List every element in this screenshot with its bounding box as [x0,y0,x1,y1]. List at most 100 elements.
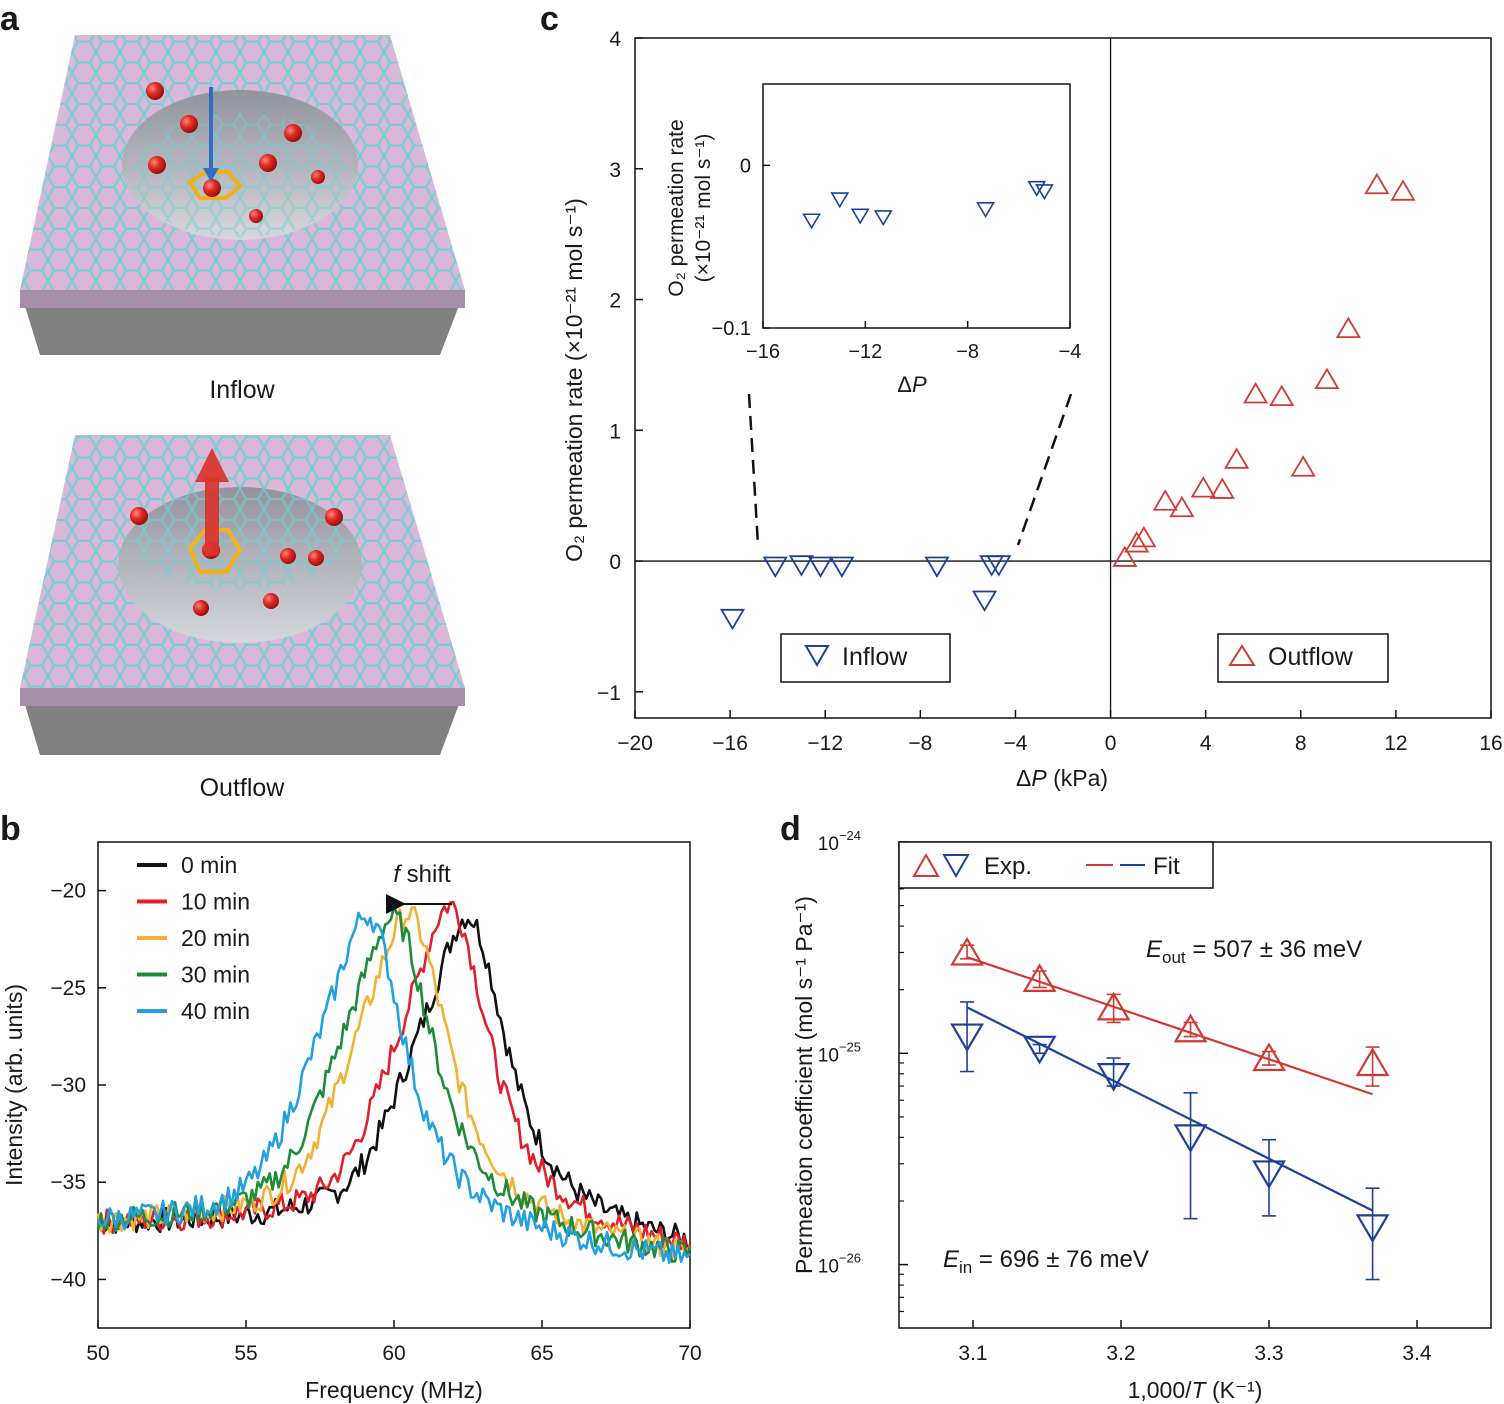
inset-y-tick-label: −0.1 [712,318,751,340]
chart-b: 50 55 60 65 70 −20 −25 −30 −35 −40 Frequency (MHz… [1,841,702,1403]
x-tick-label: 4 [1200,732,1212,755]
eout-e: E [1146,936,1163,963]
x-tick-label: 8 [1295,732,1307,755]
chart-d-legend: Exp. Fit [898,841,1214,889]
o2-molecule [203,179,221,197]
y-tick-exponent: −25 [839,1039,861,1054]
outflow-arrow-head [195,448,229,482]
x-tick-label: −12 [807,732,843,755]
o2-molecule [325,508,343,526]
chart-c-points [719,172,1416,631]
inset-xlabel-pre: Δ [897,372,912,397]
data-point-outflow [1314,367,1340,390]
inflow-legend-label: Inflow [842,643,908,671]
f-shift-italic: f [393,861,402,888]
x-tick-label: 3.2 [1106,1342,1135,1365]
y-tick-label: −40 [50,1268,86,1291]
chart-d-ylabel: Permeation coefficient (mol s⁻¹ Pa⁻¹) [791,896,817,1274]
ein-value: = 696 ± 76 meV [972,1246,1149,1273]
data-point-outflow [1152,489,1178,511]
outflow-legend-box: Outflow [1217,633,1389,683]
legend-label: 0 min [181,852,237,878]
data-point-outflow [1290,455,1316,477]
inset-data-point [830,192,850,209]
chart-b-frame [97,841,691,1329]
f-shift-annotation: f shift [393,861,451,888]
o2-molecule [148,156,166,174]
inset-points [802,180,1054,230]
x-tick-label: −4 [1003,732,1027,755]
chart-d-xlabel: 1,000/T (K⁻¹) [1128,1377,1263,1403]
inset-guide-left [747,393,760,546]
data-point-inflow [971,590,998,612]
outflow-legend-marker [1228,644,1256,666]
data-point-inflow [924,556,950,578]
x-tick-label: −16 [712,732,748,755]
chart-c-xlabel-italic: P [1031,765,1047,791]
x-tick-label: 65 [530,1342,553,1365]
inset-xlabel: ΔP [897,372,927,397]
data-point-outflow [1096,991,1131,1021]
y-tick-label: 3 [609,159,621,182]
data-point-outflow [1190,476,1216,498]
y-tick-label: 4 [609,28,621,51]
inflow-caption: Inflow [209,376,275,404]
y-tick-mantissa: 10 [818,1257,839,1278]
legend-exp-label: Exp. [984,853,1032,880]
o2-molecule [280,548,296,564]
chart-c-inset: −16 −12 −8 −4 0 −0.1 ΔP O₂ permeation rate (×… [665,83,1082,397]
chart-b-xlabel: Frequency (MHz) [305,1377,483,1403]
inset-guide-right [1016,393,1073,546]
series-line-40-min [96,911,691,1264]
inflow-arrow-head [203,168,219,182]
chart-d-xlabel-post: (K⁻¹) [1206,1377,1263,1403]
inset-ylabel-line2: (×10⁻²¹ mol s⁻¹) [692,134,715,283]
panel-letter-a: a [0,0,20,38]
data-point-inflow [788,555,815,577]
outflow-arrow [205,478,219,556]
x-tick-label: −20 [617,732,653,755]
x-tick-label: 50 [86,1342,109,1365]
legend-up-marker [912,852,940,877]
eout-sub: out [1162,948,1186,967]
inflow-schematic [20,35,465,355]
ein-sub: in [959,1258,972,1277]
data-point-outflow [1269,384,1295,407]
data-point-outflow [1169,495,1195,518]
data-point-outflow [1252,1042,1286,1072]
data-point-inflow [950,1023,985,1053]
chart-c-frame [634,37,1492,719]
o2-molecule [259,154,277,172]
inflow-legend-box: Inflow [780,633,951,683]
inset-ylabel-line1: O₂ permeation rate [665,119,688,296]
data-point-outflow [1173,1013,1208,1043]
substrate-layer [20,290,465,308]
data-point-outflow [1243,382,1269,404]
ein-e: E [943,1246,960,1273]
x-tick-label: 16 [1479,732,1502,755]
data-point-inflow [829,556,855,578]
legend-label: 20 min [181,925,250,951]
inset-data-point [976,202,995,219]
data-point-outflow [1124,531,1150,553]
panel-letter-d: d [780,810,801,848]
data-point-outflow [1224,447,1250,469]
y-tick-mantissa: 10 [818,1045,839,1066]
legend-fit-label: Fit [1153,853,1180,880]
inset-frame [762,83,1071,329]
data-point-inflow [979,555,1005,577]
data-point-inflow [986,555,1012,577]
data-point-outflow [1131,525,1157,548]
y-tick-label: 10−24 [818,828,861,855]
inset-x-tick-label: −4 [1059,341,1082,363]
o2-molecule [284,124,302,142]
data-point-inflow [719,608,746,631]
inset-data-point [850,208,870,225]
fit-line-outflow [966,956,1373,1096]
pore-ring [187,170,243,200]
y-tick-mantissa: 10 [818,834,839,855]
